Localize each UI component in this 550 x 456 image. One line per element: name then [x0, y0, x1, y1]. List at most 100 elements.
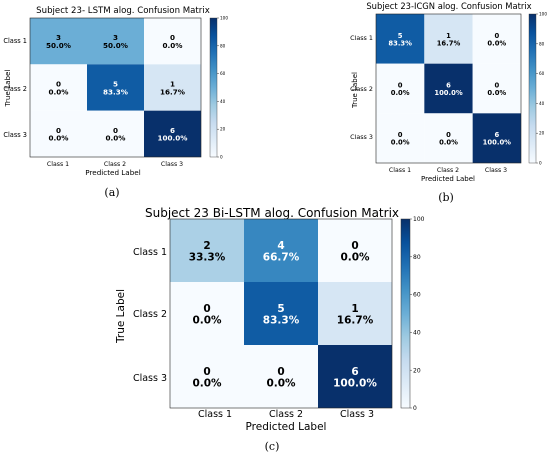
colorbar-tick-label: 0 [539, 160, 542, 165]
matrix-labels: 583.3%116.7%00.0%00.0%6100.0%00.0%00.0%0… [388, 32, 511, 147]
colorbar-tick-label: 20 [220, 127, 226, 132]
matrix-cell [170, 219, 244, 282]
chart-title: Subject 23 Bi-LSTM alog. Confusion Matri… [145, 206, 399, 220]
matrix-cell [87, 110, 144, 157]
panel-c: Subject 23 Bi-LSTM alog. Confusion Matri… [115, 206, 425, 453]
y-tick-label: Class 3 [3, 131, 27, 139]
cell-count-label: 6 [170, 126, 175, 135]
x-tick-label: Class 2 [437, 167, 459, 174]
matrix-cell [472, 63, 521, 114]
matrix-cell [30, 110, 87, 157]
y-tick-label: Class 2 [3, 85, 27, 93]
y-axis-label: True Label [115, 289, 127, 344]
cell-count-label: 0 [203, 366, 210, 378]
cell-percent-label: 50.0% [46, 41, 71, 50]
colorbar-tick-label: 60 [220, 71, 226, 76]
matrix-border [375, 13, 522, 164]
colorbar [209, 17, 218, 158]
matrix-labels: 233.3%466.7%00.0%00.0%583.3%116.7%00.0%0… [189, 240, 378, 390]
x-tick-label: Class 1 [198, 409, 232, 420]
cell-count-label: 3 [113, 33, 118, 42]
colorbar-tick-label: 20 [539, 131, 545, 136]
cell-count-label: 0 [446, 131, 451, 139]
matrix-cell [244, 345, 318, 408]
cell-percent-label: 0.0% [391, 89, 410, 97]
cell-count-label: 5 [113, 79, 118, 88]
x-tick-label: Class 2 [269, 409, 303, 420]
cell-percent-label: 0.0% [439, 139, 458, 147]
cell-count-label: 4 [277, 240, 284, 252]
matrix-cell [472, 113, 521, 163]
chart-title: Subject 23- LSTM alog. Confusion Matrix [36, 6, 210, 16]
y-tick-label: Class 1 [3, 37, 27, 45]
cell-count-label: 5 [277, 303, 284, 315]
matrix-cell [318, 219, 392, 282]
y-axis-label: True Label [351, 72, 359, 109]
cell-count-label: 0 [277, 366, 284, 378]
x-axis-label: Predicted Label [85, 168, 140, 177]
matrix-cell [472, 14, 521, 64]
cell-count-label: 1 [446, 32, 451, 40]
matrix-cells [29, 17, 202, 158]
cell-count-label: 0 [203, 303, 210, 315]
cell-percent-label: 50.0% [103, 41, 128, 50]
chart-title: Subject 23-ICGN alog. Confusion Matrix [366, 1, 531, 11]
cell-count-label: 0 [398, 81, 403, 89]
cell-percent-label: 83.3% [103, 87, 128, 96]
cell-percent-label: 100.0% [158, 134, 188, 143]
x-axis-label: Predicted Label [421, 175, 475, 183]
cell-percent-label: 100.0% [434, 89, 462, 97]
cell-count-label: 5 [398, 32, 403, 40]
x-tick-label: Class 2 [104, 161, 126, 168]
matrix-cell [424, 113, 473, 163]
matrix-cell [144, 64, 201, 111]
y-tick-label: Class 1 [133, 247, 167, 258]
colorbar-tick-label: 100 [220, 15, 228, 20]
cell-percent-label: 0.0% [192, 377, 222, 389]
colorbar-ticks: 0 20 40 60 80 100 [536, 11, 547, 165]
colorbar [400, 218, 411, 409]
matrix-cell [376, 63, 425, 114]
x-tick-label: Class 1 [389, 167, 411, 174]
y-tick-label: Class 1 [350, 34, 373, 42]
cell-percent-label: 0.0% [266, 377, 296, 389]
y-tick-label: Class 2 [350, 85, 373, 93]
cell-percent-label: 100.0% [483, 139, 511, 147]
cell-count-label: 1 [170, 79, 175, 88]
cell-count-label: 2 [203, 240, 210, 252]
matrix-cell [424, 63, 473, 114]
colorbar [528, 13, 537, 164]
matrix-cell [318, 345, 392, 408]
cell-percent-label: 16.7% [437, 39, 461, 47]
y-tick-label: Class 3 [133, 373, 167, 384]
cell-percent-label: 0.0% [163, 41, 183, 50]
x-tick-label: Class 3 [161, 161, 183, 168]
y-tick-label: Class 3 [350, 133, 373, 141]
colorbar-tick-label: 100 [413, 216, 425, 223]
cell-percent-label: 83.3% [263, 314, 300, 326]
cell-percent-label: 0.0% [49, 134, 69, 143]
cell-count-label: 1 [351, 303, 358, 315]
matrix-cell [87, 64, 144, 111]
colorbar-tick-label: 60 [413, 292, 421, 299]
cell-count-label: 0 [113, 126, 118, 135]
cell-count-label: 0 [56, 79, 61, 88]
matrix-cell [424, 14, 473, 64]
colorbar-tick-label: 20 [413, 367, 421, 374]
y-axis-label: True Label [3, 70, 12, 108]
cell-percent-label: 16.7% [337, 314, 374, 326]
cell-percent-label: 0.0% [340, 251, 370, 263]
cell-percent-label: 66.7% [263, 251, 300, 263]
colorbar-tick-label: 40 [413, 330, 421, 337]
matrix-cell [87, 18, 144, 65]
y-tick-label: Class 2 [133, 309, 167, 320]
cell-percent-label: 0.0% [106, 134, 126, 143]
panel-a: Subject 23- LSTM alog. Confusion Matrix … [3, 6, 228, 199]
cell-count-label: 0 [494, 32, 499, 40]
cell-count-label: 0 [398, 131, 403, 139]
cell-percent-label: 16.7% [160, 87, 185, 96]
matrix-border [29, 17, 202, 158]
cell-count-label: 6 [494, 131, 499, 139]
matrix-cells [375, 13, 522, 164]
